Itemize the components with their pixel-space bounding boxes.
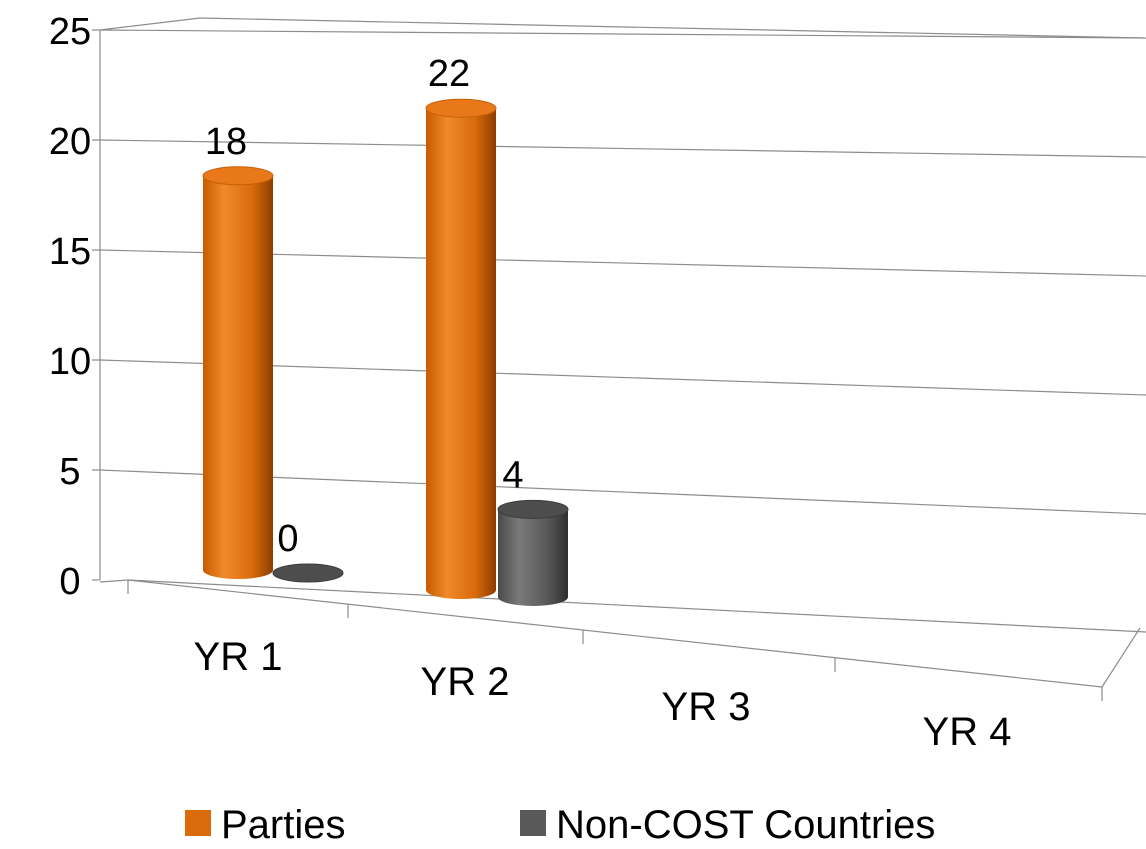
cylinder-top <box>425 98 497 118</box>
floor-front-line <box>127 579 1103 688</box>
floor-left-line <box>99 579 129 583</box>
legend: Parties Non-COST Countries <box>185 803 935 847</box>
legend-swatch <box>520 810 546 836</box>
gridline <box>99 249 1146 277</box>
x-category-label: YR 2 <box>421 660 510 704</box>
bar-non-cost-countries-yr-1 <box>272 563 344 583</box>
gridline <box>99 29 1146 39</box>
x-category-label: YR 4 <box>923 710 1012 754</box>
bars <box>202 98 569 606</box>
cylinder-body <box>498 509 568 606</box>
data-label: 4 <box>502 454 523 496</box>
cylinder-top <box>497 499 569 519</box>
top-back-line <box>199 17 1146 39</box>
legend-label: Parties <box>221 803 346 847</box>
y-tick-label: 15 <box>49 231 91 273</box>
legend-label: Non-COST Countries <box>556 803 935 847</box>
data-label: 18 <box>205 121 247 163</box>
y-tick-label: 0 <box>59 561 80 603</box>
data-label: 22 <box>428 53 470 95</box>
axes <box>92 17 1146 701</box>
cylinder-top <box>202 166 274 186</box>
y-tick-label: 25 <box>49 11 91 53</box>
data-label: 0 <box>277 518 298 560</box>
bar-parties-yr-1 <box>202 166 274 580</box>
gridlines <box>99 29 1146 633</box>
gridline <box>127 579 1146 633</box>
cylinder-top <box>272 563 344 583</box>
floor-right-line <box>1101 627 1141 688</box>
y-tick-label: 20 <box>49 121 91 163</box>
gridline <box>99 469 1146 515</box>
top-edge-line <box>99 17 201 31</box>
gridline <box>99 139 1146 158</box>
cylinder-body <box>426 108 496 599</box>
x-category-label: YR 1 <box>194 635 283 679</box>
cylinder-body <box>203 175 273 580</box>
x-axis-categories: YR 1 YR 2 YR 3 YR 4 <box>194 635 1012 754</box>
y-axis-ticks: 0 5 10 15 20 25 <box>49 11 91 603</box>
y-tick-label: 5 <box>59 451 80 493</box>
bar-non-cost-countries-yr-2 <box>497 499 569 606</box>
x-category-label: YR 3 <box>662 685 751 729</box>
bar-parties-yr-2 <box>425 98 497 599</box>
y-tick-label: 10 <box>49 341 91 383</box>
legend-swatch <box>185 810 211 836</box>
gridline <box>99 359 1146 396</box>
data-labels: 18 22 0 4 <box>205 53 524 560</box>
